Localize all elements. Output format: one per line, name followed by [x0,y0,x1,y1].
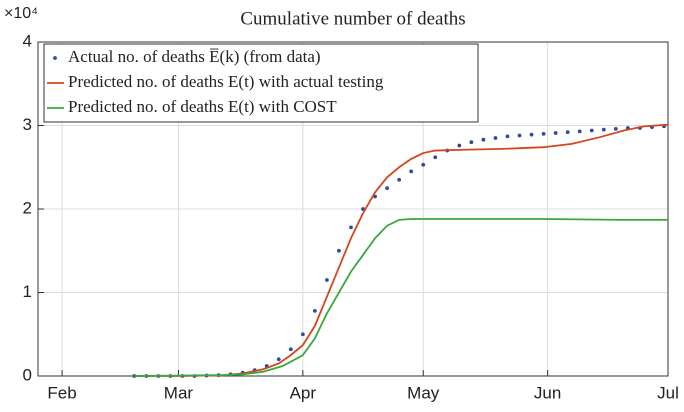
legend-label: Predicted no. of deaths E(t) with COST [68,97,337,116]
y-tick-label: 1 [23,282,32,301]
x-tick-label: Feb [47,383,76,402]
data-point [469,140,474,145]
data-point [300,332,305,337]
y-exponent: ×10⁴ [4,5,38,22]
data-point [288,347,293,352]
data-point [613,126,618,131]
y-tick-label: 4 [23,31,32,50]
data-point [397,177,402,182]
x-tick-label: Apr [290,383,317,402]
data-point [325,278,329,282]
data-point [505,134,510,139]
x-tick-label: Jun [534,383,561,402]
x-tick-label: Mar [164,383,194,402]
legend-label: Predicted no. of deaths E(t) with actual… [68,72,384,91]
chart-title: Cumulative number of deaths [240,8,465,29]
data-point [589,128,594,133]
data-point [517,133,522,138]
data-point [409,169,414,174]
plot-frame [37,41,669,377]
data-point [276,357,281,362]
x-tick-label: May [407,383,440,402]
data-point [349,225,353,230]
data-point [433,155,438,160]
data-point [481,137,486,142]
data-point [457,143,462,148]
data-point [421,162,426,167]
y-tick-label: 3 [23,115,32,134]
data-point [553,131,558,135]
data-point [337,248,341,253]
series-line [134,218,668,377]
data-point [577,129,582,134]
data-point [529,132,534,137]
y-tick-label: 2 [23,198,32,217]
data-point [385,186,390,191]
legend-marker [53,56,57,60]
legend-label: Actual no. of deaths E̅(k) (from data) [68,47,321,66]
data-point [601,127,606,132]
data-point [493,136,498,140]
data-point [312,308,317,313]
y-tick-label: 0 [23,365,32,384]
data-point [541,131,546,136]
series-line [134,123,669,377]
data-point [565,130,570,135]
legend-box [43,43,479,123]
x-tick-label: Jul [657,383,679,402]
